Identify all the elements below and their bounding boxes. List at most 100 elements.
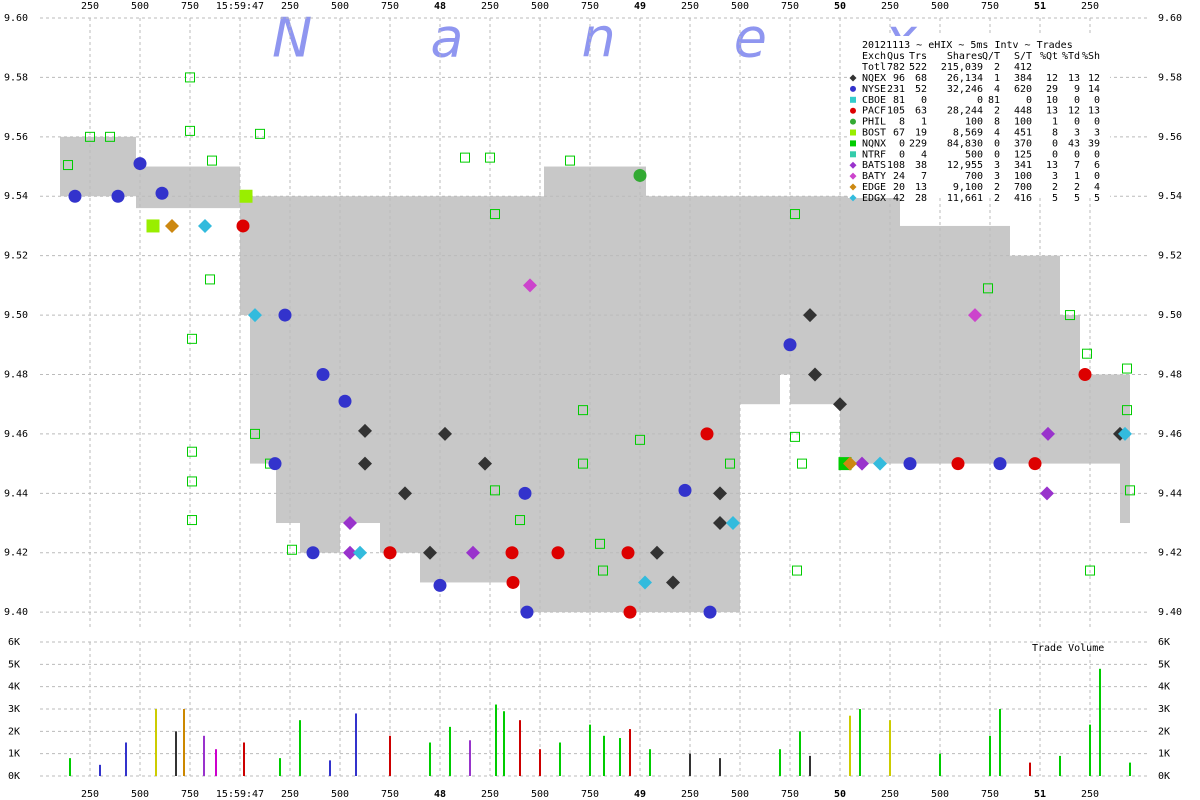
y-tick-label: 9.54	[1158, 191, 1182, 202]
legend-cell: 12,955	[947, 160, 983, 171]
volume-bar	[215, 749, 217, 776]
nbbo-band	[470, 196, 520, 583]
legend-cell: 43	[1068, 138, 1080, 149]
trade-marker	[383, 546, 397, 560]
legend-header: S/T	[1014, 51, 1032, 62]
watermark: Nanex	[272, 7, 1035, 70]
volume-bar	[809, 755, 811, 776]
legend-cell: 231	[887, 84, 905, 95]
trade-marker	[621, 546, 635, 560]
x-tick-label: 750	[381, 789, 399, 800]
quote-marker	[1125, 485, 1135, 496]
legend-cell: 620	[1014, 84, 1032, 95]
legend-exchange: EDGX	[862, 193, 886, 204]
y-tick-label: 6K	[1158, 637, 1170, 648]
quote-marker	[1122, 363, 1132, 374]
trade-marker	[993, 457, 1007, 471]
trade-marker	[165, 218, 179, 233]
trade-marker	[478, 456, 492, 471]
trade-marker	[198, 218, 212, 233]
quote-marker	[515, 515, 525, 526]
legend-cell: 1	[921, 117, 927, 128]
legend-cell: 14	[1088, 84, 1100, 95]
volume-bar	[69, 758, 71, 776]
volume-bar	[799, 731, 801, 776]
volume-bar	[155, 709, 157, 776]
legend-cell: 81	[893, 95, 905, 106]
volume-bar	[629, 729, 631, 776]
legend-cell: 8	[994, 117, 1000, 128]
trade-marker	[703, 605, 717, 619]
trade-marker	[726, 516, 740, 531]
y-tick-label: 2K	[1158, 726, 1170, 737]
y-tick-label: 6K	[8, 637, 20, 648]
quote-marker	[187, 446, 197, 457]
trade-marker	[803, 308, 817, 323]
trade-marker	[808, 367, 822, 382]
legend-cell: 4	[921, 149, 927, 160]
x-tick-label: 51	[1034, 789, 1046, 800]
volume-bar	[1089, 724, 1091, 776]
y-tick-label: 9.54	[4, 191, 28, 202]
legend-cell: 63	[915, 106, 927, 117]
quote-marker	[490, 485, 500, 496]
legend-exchange: NQNX	[862, 138, 886, 149]
trade-marker	[505, 546, 519, 560]
nbbo-band	[1120, 374, 1130, 524]
trade-marker	[398, 486, 412, 501]
trade-marker	[1078, 367, 1092, 381]
y-tick-label: 9.42	[4, 548, 28, 559]
nbbo-band	[276, 196, 300, 524]
nbbo-band	[250, 196, 276, 464]
nbbo-band	[740, 196, 780, 405]
legend-cell: 2	[994, 182, 1000, 193]
y-tick-label: 9.56	[4, 132, 28, 143]
x-tick-label: 250	[481, 1, 499, 12]
legend-cell: 451	[1014, 128, 1032, 139]
y-tick-label: 9.50	[4, 310, 28, 321]
quote-marker	[187, 333, 197, 344]
legend-marker	[850, 140, 856, 147]
trade-marker	[466, 545, 480, 560]
volume-bar	[589, 724, 591, 776]
legend-cell: 0	[1094, 95, 1100, 106]
quote-marker	[1082, 348, 1092, 359]
x-tick-label: 51	[1034, 1, 1046, 12]
legend-cell: 700	[1014, 182, 1032, 193]
x-tick-label: 50	[834, 1, 846, 12]
legend-cell: 38	[915, 160, 927, 171]
legend-cell: 0	[994, 138, 1000, 149]
nbbo-band	[136, 166, 240, 209]
legend-cell: 0	[1074, 95, 1080, 106]
trade-marker	[236, 219, 250, 233]
x-tick-label: 15:59:47	[216, 789, 264, 800]
legend-cell: 384	[1014, 73, 1032, 84]
quote-marker	[255, 128, 265, 139]
trade-marker	[358, 456, 372, 471]
legend-cell: 20	[893, 182, 905, 193]
legend-header: Qus	[887, 51, 905, 62]
y-tick-label: 1K	[8, 749, 20, 760]
trade-marker	[650, 545, 664, 560]
legend-exchange: NTRF	[862, 149, 886, 160]
legend-marker	[849, 194, 857, 202]
y-tick-label: 9.56	[1158, 132, 1182, 143]
legend-cell: 3	[1094, 128, 1100, 139]
x-tick-label: 500	[331, 1, 349, 12]
trade-marker	[306, 546, 320, 560]
legend-exchange: BATY	[862, 171, 886, 182]
legend-exchange: BOST	[862, 128, 886, 139]
quote-marker	[983, 283, 993, 294]
volume-bar	[849, 715, 851, 776]
legend-cell: 3	[1074, 128, 1080, 139]
legend-marker	[850, 118, 856, 125]
legend-cell: 0	[921, 95, 927, 106]
y-tick-label: 9.58	[4, 72, 28, 83]
legend-cell: 13	[915, 182, 927, 193]
trade-marker	[155, 186, 169, 200]
volume-bar	[99, 764, 101, 776]
x-tick-label: 50	[834, 789, 846, 800]
legend-cell: 215,039	[941, 62, 983, 73]
trade-marker	[1040, 486, 1054, 501]
